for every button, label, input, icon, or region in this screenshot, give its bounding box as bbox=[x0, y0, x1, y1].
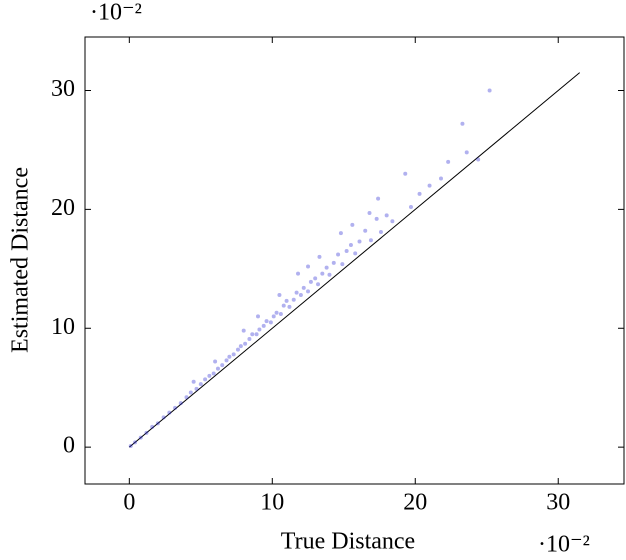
point bbox=[316, 282, 321, 287]
y-tick-label: 30 bbox=[51, 76, 75, 102]
point bbox=[277, 292, 282, 297]
point bbox=[298, 292, 303, 297]
point bbox=[250, 332, 255, 337]
point bbox=[271, 314, 276, 319]
point bbox=[213, 359, 218, 364]
point bbox=[150, 424, 155, 429]
point bbox=[357, 239, 362, 244]
point bbox=[173, 405, 178, 410]
point bbox=[348, 243, 353, 248]
point bbox=[184, 395, 189, 400]
y-scale-label: ·10⁻² bbox=[90, 0, 142, 26]
x-tick-label: 0 bbox=[123, 490, 135, 516]
point bbox=[291, 297, 296, 302]
point bbox=[241, 328, 246, 333]
y-tick-label: 10 bbox=[51, 314, 75, 340]
point bbox=[167, 410, 172, 415]
point bbox=[220, 363, 225, 368]
point bbox=[464, 150, 469, 155]
point bbox=[438, 176, 443, 181]
point bbox=[178, 401, 183, 406]
x-tick-label: 30 bbox=[546, 490, 570, 516]
point bbox=[408, 205, 413, 210]
point bbox=[363, 228, 368, 233]
point bbox=[374, 216, 379, 221]
point bbox=[203, 377, 208, 382]
point bbox=[313, 276, 318, 281]
point bbox=[427, 183, 432, 188]
point bbox=[257, 327, 262, 332]
point bbox=[138, 435, 143, 440]
point bbox=[287, 304, 292, 309]
x-scale-label: ·10⁻² bbox=[538, 532, 590, 558]
point bbox=[128, 443, 133, 448]
point bbox=[133, 440, 138, 445]
point bbox=[403, 171, 408, 176]
point bbox=[155, 421, 160, 426]
point bbox=[144, 430, 149, 435]
point bbox=[487, 88, 492, 93]
point bbox=[278, 311, 283, 316]
point bbox=[194, 386, 199, 391]
x-axis-label: True Distance bbox=[281, 529, 415, 555]
point bbox=[460, 121, 465, 126]
point bbox=[247, 336, 252, 341]
reference-line bbox=[129, 72, 580, 448]
y-tick-label: 20 bbox=[51, 195, 75, 221]
point bbox=[211, 371, 216, 376]
point bbox=[317, 254, 322, 259]
point bbox=[268, 320, 273, 325]
point bbox=[296, 271, 301, 276]
point bbox=[350, 222, 355, 227]
point bbox=[264, 319, 269, 324]
x-tick-label: 10 bbox=[260, 490, 284, 516]
point bbox=[281, 303, 286, 308]
point bbox=[446, 159, 451, 164]
plot-frame bbox=[84, 36, 625, 485]
point bbox=[308, 279, 313, 284]
point bbox=[284, 298, 289, 303]
point bbox=[476, 157, 481, 162]
point bbox=[336, 252, 341, 257]
y-tick-label: 0 bbox=[63, 433, 75, 459]
point bbox=[340, 262, 345, 267]
point bbox=[324, 265, 329, 270]
point bbox=[191, 379, 196, 384]
point bbox=[227, 354, 232, 359]
point bbox=[261, 323, 266, 328]
point bbox=[188, 390, 193, 395]
point bbox=[231, 352, 236, 357]
point bbox=[306, 289, 311, 294]
point bbox=[215, 366, 220, 371]
point bbox=[207, 373, 212, 378]
point bbox=[368, 238, 373, 243]
y-axis-label: Estimated Distance bbox=[8, 167, 34, 353]
x-tick-label: 20 bbox=[403, 490, 427, 516]
point bbox=[238, 344, 243, 349]
point bbox=[274, 310, 279, 315]
point bbox=[224, 358, 229, 363]
point bbox=[338, 231, 343, 236]
point bbox=[367, 210, 372, 215]
point bbox=[390, 219, 395, 224]
point bbox=[294, 290, 299, 295]
point bbox=[161, 415, 166, 420]
point bbox=[255, 314, 260, 319]
point bbox=[235, 347, 240, 352]
point bbox=[353, 251, 358, 256]
point bbox=[327, 272, 332, 277]
point bbox=[378, 229, 383, 234]
point bbox=[376, 196, 381, 201]
point bbox=[301, 285, 306, 290]
point bbox=[198, 382, 203, 387]
point bbox=[344, 248, 349, 253]
point bbox=[254, 332, 259, 337]
point bbox=[320, 271, 325, 276]
point bbox=[243, 341, 248, 346]
point bbox=[306, 264, 311, 269]
point bbox=[331, 260, 336, 265]
point bbox=[384, 213, 389, 218]
point bbox=[417, 191, 422, 196]
